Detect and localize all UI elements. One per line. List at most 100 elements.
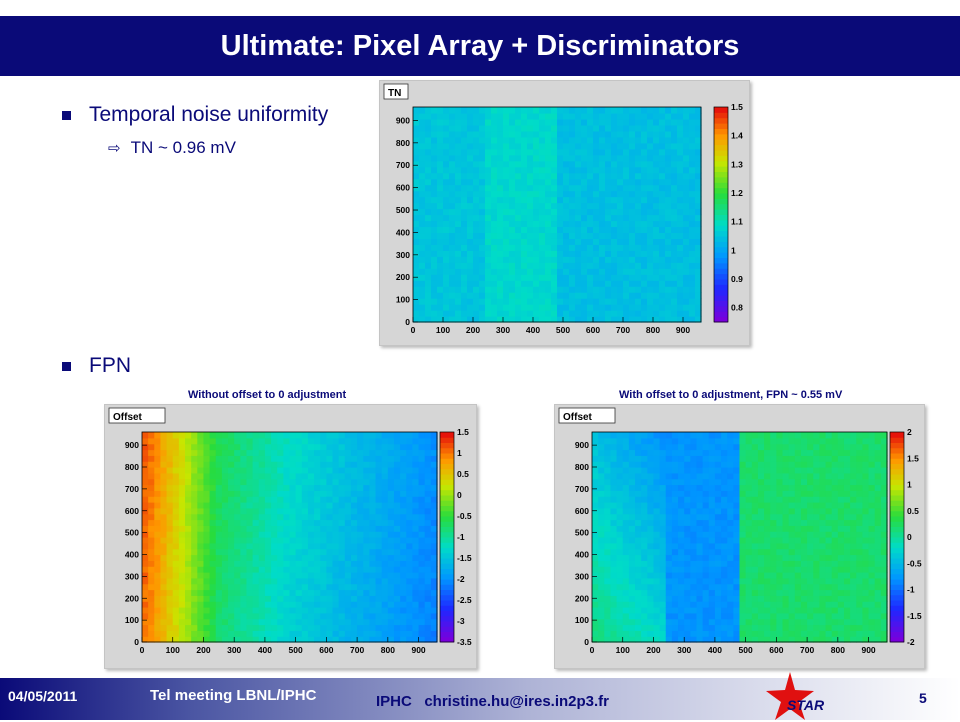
heat-cell: [376, 444, 383, 450]
heat-cell: [641, 113, 648, 120]
square-bullet-icon: [62, 362, 71, 371]
heat-cell: [271, 531, 278, 537]
heat-cell: [611, 232, 618, 239]
heat-cell: [314, 520, 321, 526]
heat-cell: [473, 232, 480, 239]
heat-cell: [419, 292, 426, 299]
heat-cell: [533, 310, 540, 317]
heat-cell: [727, 461, 734, 467]
heat-cell: [345, 601, 352, 607]
heat-cell: [677, 244, 684, 251]
heat-cell: [467, 125, 474, 132]
heat-cell: [333, 467, 340, 473]
heat-cell: [635, 220, 642, 227]
colorbar-cell: [714, 252, 728, 258]
heat-cell: [357, 450, 364, 456]
heat-cell: [283, 566, 290, 572]
heat-cell: [497, 310, 504, 317]
heat-cell: [690, 520, 697, 526]
heat-cell: [210, 438, 217, 444]
heat-cell: [563, 137, 570, 144]
heat-cell: [770, 525, 777, 531]
colorbar-tick-label: 0: [457, 490, 462, 500]
colorbar-cell: [440, 626, 454, 632]
heat-cell: [569, 250, 576, 257]
heat-cell: [795, 455, 802, 461]
heat-cell: [228, 625, 235, 631]
heat-cell: [234, 450, 241, 456]
caption-left: Without offset to 0 adjustment: [188, 389, 346, 401]
heat-cell: [412, 566, 419, 572]
heat-cell: [491, 137, 498, 144]
heat-cell: [185, 502, 192, 508]
heat-cell: [461, 226, 468, 233]
heat-cell: [647, 304, 654, 311]
heat-cell: [569, 161, 576, 168]
heat-cell: [437, 220, 444, 227]
heat-cell: [672, 473, 679, 479]
heat-cell: [727, 467, 734, 473]
heat-cell: [813, 496, 820, 502]
heat-cell: [240, 555, 247, 561]
heat-cell: [357, 555, 364, 561]
heat-cell: [277, 531, 284, 537]
colorbar-cell: [714, 290, 728, 296]
heat-cell: [160, 438, 167, 444]
heat-cell: [581, 131, 588, 138]
heat-cell: [629, 220, 636, 227]
heat-cell: [413, 220, 420, 227]
heat-cell: [598, 514, 605, 520]
heat-cell: [148, 525, 155, 531]
heat-cell: [521, 209, 528, 216]
heat-cell: [265, 520, 272, 526]
heat-cell: [647, 479, 654, 485]
heat-cell: [412, 630, 419, 636]
heat-cell: [357, 514, 364, 520]
heat-cell: [351, 450, 358, 456]
heat-cell: [605, 209, 612, 216]
heat-cell: [795, 590, 802, 596]
heat-cell: [641, 450, 648, 456]
heat-cell: [351, 625, 358, 631]
heat-cell: [617, 197, 624, 204]
heat-cell: [575, 244, 582, 251]
heat-cell: [443, 191, 450, 198]
heat-cell: [351, 473, 358, 479]
heat-cell: [425, 490, 432, 496]
heat-cell: [148, 549, 155, 555]
heat-cell: [197, 543, 204, 549]
heat-cell: [813, 613, 820, 619]
heat-cell: [592, 531, 599, 537]
heat-cell: [623, 607, 630, 613]
heat-cell: [142, 461, 149, 467]
heat-cell: [455, 280, 462, 287]
heat-cell: [592, 496, 599, 502]
heat-cell: [623, 578, 630, 584]
heat-cell: [271, 630, 278, 636]
heat-cell: [339, 619, 346, 625]
heat-cell: [776, 584, 783, 590]
heat-cell: [191, 438, 198, 444]
heat-cell: [376, 601, 383, 607]
heat-cell: [357, 549, 364, 555]
heat-cell: [678, 595, 685, 601]
heat-cell: [419, 508, 426, 514]
heat-cell: [425, 209, 432, 216]
heat-cell: [419, 274, 426, 281]
heat-cell: [240, 479, 247, 485]
heat-cell: [539, 179, 546, 186]
heat-cell: [277, 438, 284, 444]
square-bullet-icon: [62, 111, 71, 120]
heat-cell: [527, 244, 534, 251]
heat-cell: [740, 496, 747, 502]
heat-cell: [653, 220, 660, 227]
heat-cell: [413, 167, 420, 174]
heat-cell: [283, 625, 290, 631]
heat-cell: [677, 262, 684, 269]
heat-cell: [210, 572, 217, 578]
heat-cell: [647, 461, 654, 467]
heat-cell: [629, 584, 636, 590]
heat-cell: [425, 203, 432, 210]
heat-cell: [449, 215, 456, 222]
heat-cell: [246, 444, 253, 450]
